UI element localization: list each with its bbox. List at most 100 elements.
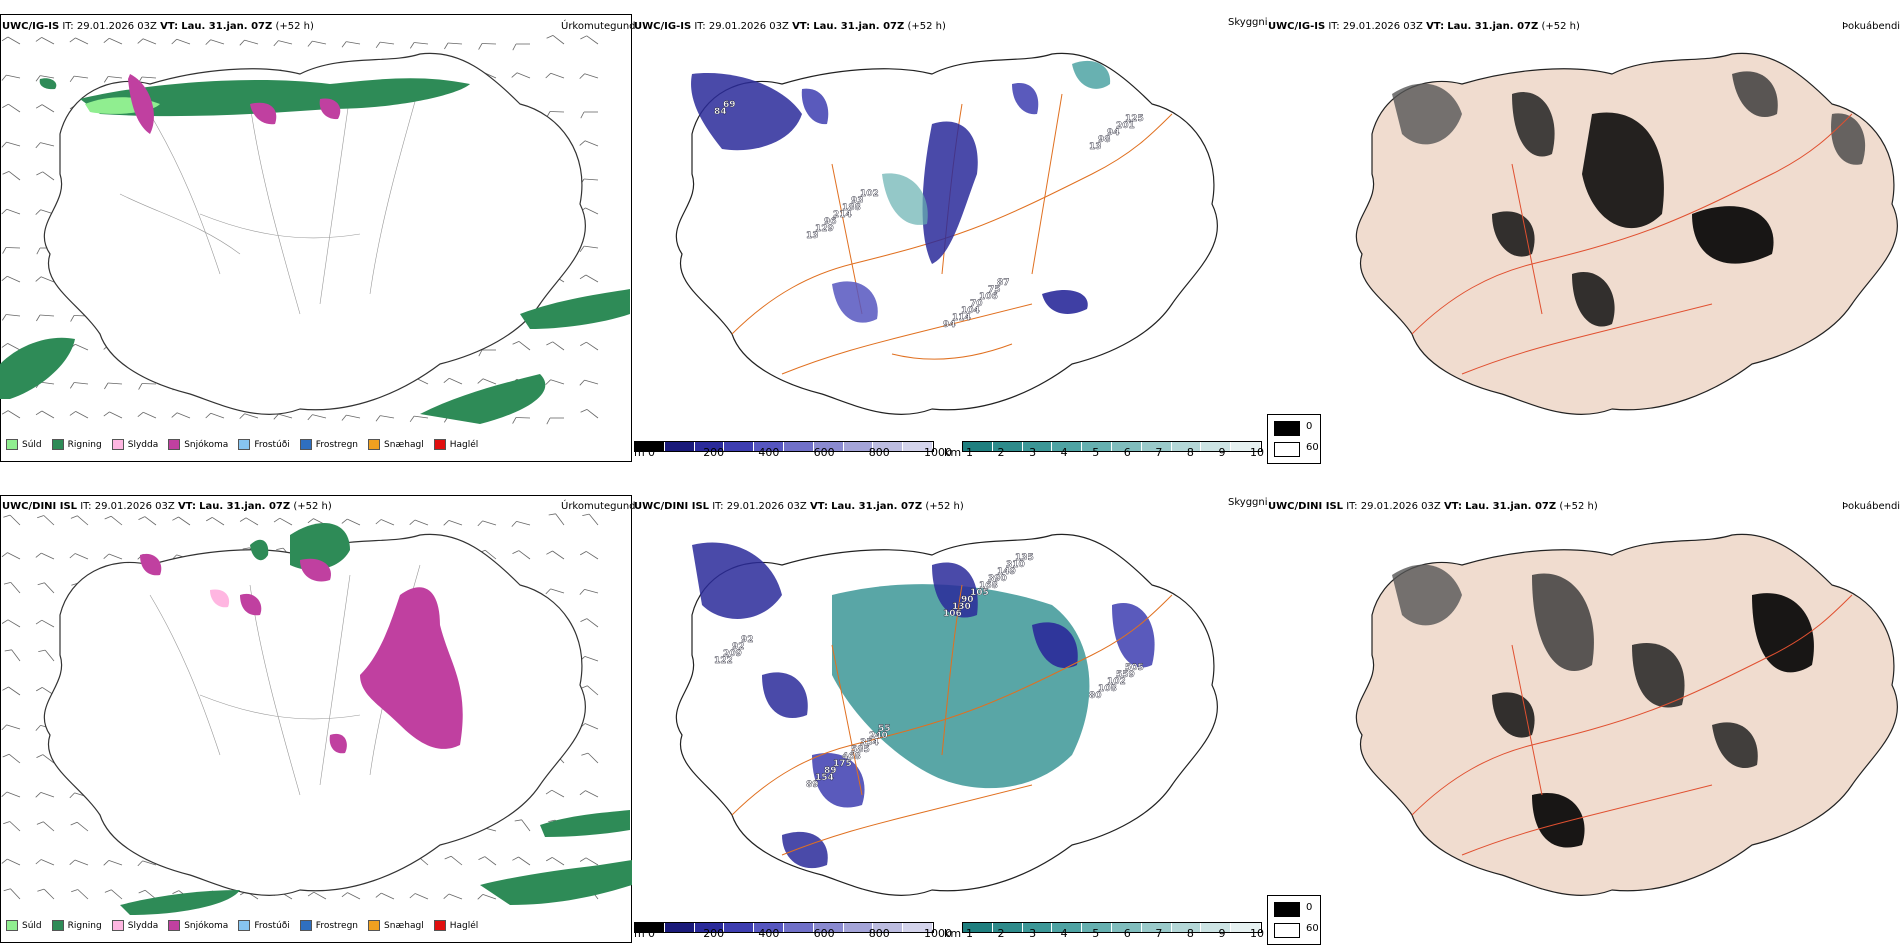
model-name: UWC/IG-IS — [2, 21, 60, 32]
wind-barb-flag — [579, 379, 585, 386]
wind-barb-flag — [137, 860, 143, 867]
wind-barb-flag — [171, 412, 178, 418]
wind-barb-shaft — [347, 518, 361, 526]
wind-barb-flag — [546, 341, 553, 346]
legend-label: Snjókoma — [184, 439, 229, 450]
colorbar-m-ticks-bottom: 0 200 400 600 800 1000 — [648, 927, 952, 941]
visibility-value-label: 240 — [869, 731, 888, 741]
wind-barb-shaft — [5, 247, 21, 249]
wind-barb-shaft — [414, 415, 429, 419]
wind-barb-shaft — [176, 412, 191, 419]
legend-swatch — [299, 920, 312, 931]
wind-barb-shaft — [42, 171, 55, 181]
panel-title-fog-bottom: Þokuábendi — [1842, 501, 1900, 512]
colorbar-m-segment — [664, 442, 695, 451]
wind-barb-shaft — [141, 76, 157, 79]
wind-barb-shaft — [108, 553, 123, 560]
legend-label: Snæhagl — [384, 439, 424, 450]
legend-label: Haglél — [449, 920, 479, 931]
wind-barb-flag — [514, 819, 522, 822]
wind-barb-flag — [1, 858, 8, 864]
visibility-value-label: 175 — [833, 759, 852, 769]
wind-barb-shaft — [9, 514, 21, 526]
wind-barb-shaft — [10, 888, 21, 900]
visibility-value-label: 130 — [952, 602, 971, 612]
wind-barb-shaft — [584, 73, 599, 79]
wind-barb-flag — [545, 379, 551, 385]
wind-barb-flag — [172, 516, 179, 521]
wind-barb-flag — [307, 891, 315, 897]
wind-barb-shaft — [586, 409, 599, 419]
wind-barb-flag — [1, 36, 9, 42]
wind-barb-flag — [2, 103, 9, 108]
wind-barb-flag — [35, 410, 43, 416]
colorbar-tick: 8 — [1186, 446, 1194, 459]
iceland-outline-fog-top — [1355, 52, 1898, 415]
wind-barb-flag — [1, 343, 8, 348]
legend-item-súld: Súld — [6, 920, 42, 931]
wind-barb-flag — [35, 552, 42, 558]
wind-barb-shaft — [8, 171, 21, 181]
header-bottom-2: UWC/DINI ISL IT: 29.01.2026 03Z VT: Lau.… — [634, 501, 964, 512]
wind-barb-shaft — [584, 245, 599, 249]
wind-barb-shaft — [43, 888, 55, 900]
fog-roads-bottom — [1411, 594, 1853, 856]
wind-barb-shaft — [380, 41, 395, 45]
header-top-3: UWC/IG-IS IT: 29.01.2026 03Z VT: Lau. 31… — [1268, 21, 1580, 32]
fog-legend-top-value: 0 — [1306, 421, 1313, 432]
wind-barb-flag — [307, 414, 313, 421]
wind-barb-flag — [545, 72, 552, 79]
wind-barb-shaft — [380, 519, 395, 526]
wind-barb-flag — [69, 382, 75, 389]
wind-barb-flag — [37, 888, 45, 892]
wind-barb-flag — [375, 892, 382, 898]
wind-barb-flag — [512, 550, 519, 554]
wind-barb-flag — [70, 315, 75, 322]
wind-barb-flag — [172, 890, 179, 894]
wind-barb-shaft — [482, 378, 497, 385]
wind-barb-flag — [375, 415, 381, 422]
colorbar-m-segment — [903, 442, 933, 451]
visibility-value-label: 390 — [988, 574, 1007, 584]
wind-barb-flag — [2, 686, 9, 691]
wind-barb-shaft — [210, 412, 225, 419]
wind-barb-flag — [38, 649, 46, 652]
roads-bottom — [731, 584, 1173, 856]
visibility-value-label: 125 — [1125, 114, 1144, 124]
wind-barb-shaft — [74, 553, 89, 560]
colorbar-tick: 8 — [1186, 927, 1194, 940]
wind-barb-shaft — [75, 37, 89, 45]
colorbar-km-ticks-top: 1 2 3 4 5 6 7 8 9 10 — [966, 446, 1264, 460]
wind-barb-shaft — [43, 515, 55, 526]
colorbar-tick: 1000 — [924, 446, 952, 459]
colorbar-tick: 400 — [758, 927, 780, 940]
colorbar-tick: 7 — [1155, 927, 1163, 940]
wind-barb-shaft — [586, 341, 599, 351]
wind-barb-shaft — [550, 72, 565, 79]
wind-barb-shaft — [8, 103, 21, 113]
visibility-value-label: 13 — [1089, 142, 1102, 152]
wind-barb-flag — [2, 753, 10, 758]
wind-barb-flag — [1, 208, 8, 215]
wind-barb-flag — [239, 517, 247, 522]
wind-barb-shaft — [313, 891, 327, 900]
wind-barb-shaft — [11, 649, 21, 662]
colorbar-tick: 800 — [868, 446, 890, 459]
wind-barb-flag — [581, 752, 589, 756]
wind-barb-shaft — [42, 754, 55, 764]
legend-item-haglél: Haglél — [433, 439, 478, 450]
visibility-value-label: 354 — [860, 738, 879, 748]
wind-barb-flag — [580, 551, 587, 556]
wind-barb-flag — [35, 142, 41, 149]
visibility-value-label: 87 — [997, 278, 1010, 288]
legend-swatch — [51, 439, 64, 450]
panel-title-precip-top: Úrkomutegund — [561, 21, 636, 32]
wind-barb-flag — [35, 37, 42, 42]
colorbar-km-segment — [1052, 923, 1083, 932]
legend-label: Snjókoma — [184, 920, 229, 931]
visibility-value-label: 13 — [806, 231, 819, 241]
visibility-value-label: 106 — [979, 292, 998, 302]
wind-barb-shaft — [44, 649, 55, 662]
colorbar-m-segment — [635, 923, 665, 932]
wind-barb-flag — [206, 517, 213, 522]
